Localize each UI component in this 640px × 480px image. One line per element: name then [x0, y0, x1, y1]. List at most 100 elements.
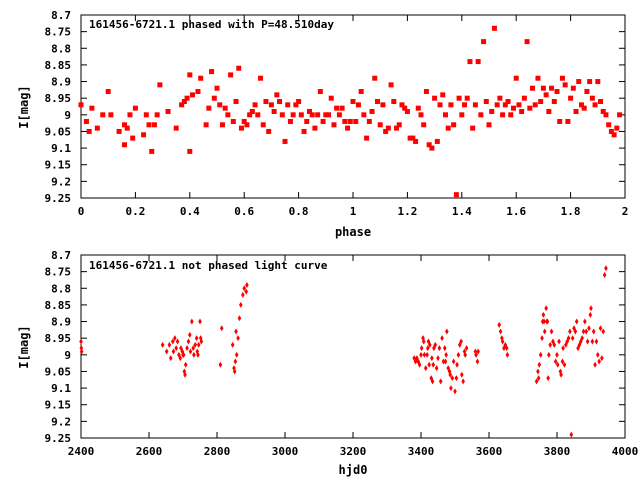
data-point: [462, 348, 467, 355]
y-tick-label: 9.05: [45, 125, 72, 138]
data-point: [589, 95, 595, 101]
data-point: [222, 105, 228, 111]
data-point: [498, 328, 503, 335]
data-point: [323, 112, 329, 118]
data-point: [584, 328, 589, 335]
data-point: [502, 345, 506, 352]
data-point: [171, 348, 176, 355]
x-tick-label: 3600: [476, 445, 503, 458]
data-point: [578, 102, 584, 108]
data-point: [244, 122, 250, 128]
y-tick-label: 8.95: [45, 332, 72, 345]
data-point: [555, 351, 559, 358]
data-point: [404, 108, 410, 114]
data-point: [443, 345, 447, 352]
data-point: [185, 345, 189, 352]
data-point: [211, 95, 217, 101]
data-point: [410, 135, 416, 141]
data-point: [555, 361, 560, 368]
y-tick-label: 8.7: [51, 9, 71, 22]
y-tick-label: 8.9: [51, 76, 71, 89]
data-point: [174, 345, 178, 352]
data-point: [434, 365, 439, 372]
data-point: [481, 39, 487, 45]
data-point: [198, 75, 204, 81]
data-point: [277, 99, 283, 105]
data-point: [541, 311, 546, 318]
data-point: [328, 95, 334, 101]
data-point: [194, 335, 199, 342]
data-point: [553, 358, 558, 365]
data-point: [355, 102, 361, 108]
data-point: [237, 315, 242, 322]
data-point: [181, 99, 187, 105]
data-point: [122, 142, 128, 148]
data-point: [175, 338, 180, 345]
data-point: [252, 102, 258, 108]
data-point: [426, 142, 432, 148]
data-point: [331, 122, 337, 128]
data-point: [274, 92, 280, 98]
data-point: [536, 375, 541, 382]
data-point: [505, 99, 511, 105]
data-point: [94, 125, 100, 131]
data-point: [530, 85, 536, 91]
data-point: [326, 112, 332, 118]
data-point: [287, 118, 293, 124]
data-point: [309, 112, 315, 118]
data-point: [502, 102, 508, 108]
data-point: [608, 128, 614, 134]
data-point: [188, 331, 192, 338]
data-point: [199, 338, 204, 345]
data-point: [542, 328, 547, 335]
data-point: [569, 431, 574, 438]
data-point: [476, 348, 480, 355]
data-point: [590, 338, 595, 345]
data-point: [448, 371, 453, 378]
data-point: [271, 108, 277, 114]
data-point: [230, 341, 235, 348]
data-point: [497, 321, 501, 328]
data-point: [486, 122, 492, 128]
data-point: [617, 112, 623, 118]
data-point: [157, 82, 163, 88]
data-point: [214, 85, 220, 91]
data-point: [438, 378, 443, 385]
data-point: [489, 108, 495, 114]
data-point: [591, 328, 596, 335]
data-point: [183, 361, 188, 368]
data-point: [500, 112, 506, 118]
data-point: [557, 338, 561, 345]
data-point: [587, 325, 591, 332]
data-point: [540, 335, 544, 342]
data-point: [551, 99, 557, 105]
data-point: [546, 108, 552, 114]
data-point: [433, 341, 438, 348]
data-point: [173, 335, 177, 342]
data-point: [191, 345, 195, 352]
data-point: [546, 375, 550, 382]
data-point: [444, 351, 448, 358]
data-point: [441, 358, 446, 365]
data-point: [573, 328, 578, 335]
data-point: [456, 351, 461, 358]
data-point: [260, 122, 266, 128]
data-point: [236, 335, 240, 342]
data-point: [459, 112, 465, 118]
data-point: [437, 345, 442, 352]
data-point: [614, 125, 620, 131]
data-point: [428, 341, 432, 348]
data-point: [589, 305, 593, 312]
data-point: [296, 99, 302, 105]
x-tick-label: 1.2: [397, 205, 417, 218]
data-point: [559, 75, 565, 81]
data-point: [151, 122, 157, 128]
data-point: [445, 125, 451, 131]
data-point: [306, 108, 312, 114]
data-point: [552, 341, 557, 348]
data-point: [549, 85, 555, 91]
data-point: [474, 351, 478, 358]
data-point: [549, 328, 554, 335]
data-point: [566, 335, 571, 342]
data-point: [497, 95, 503, 101]
